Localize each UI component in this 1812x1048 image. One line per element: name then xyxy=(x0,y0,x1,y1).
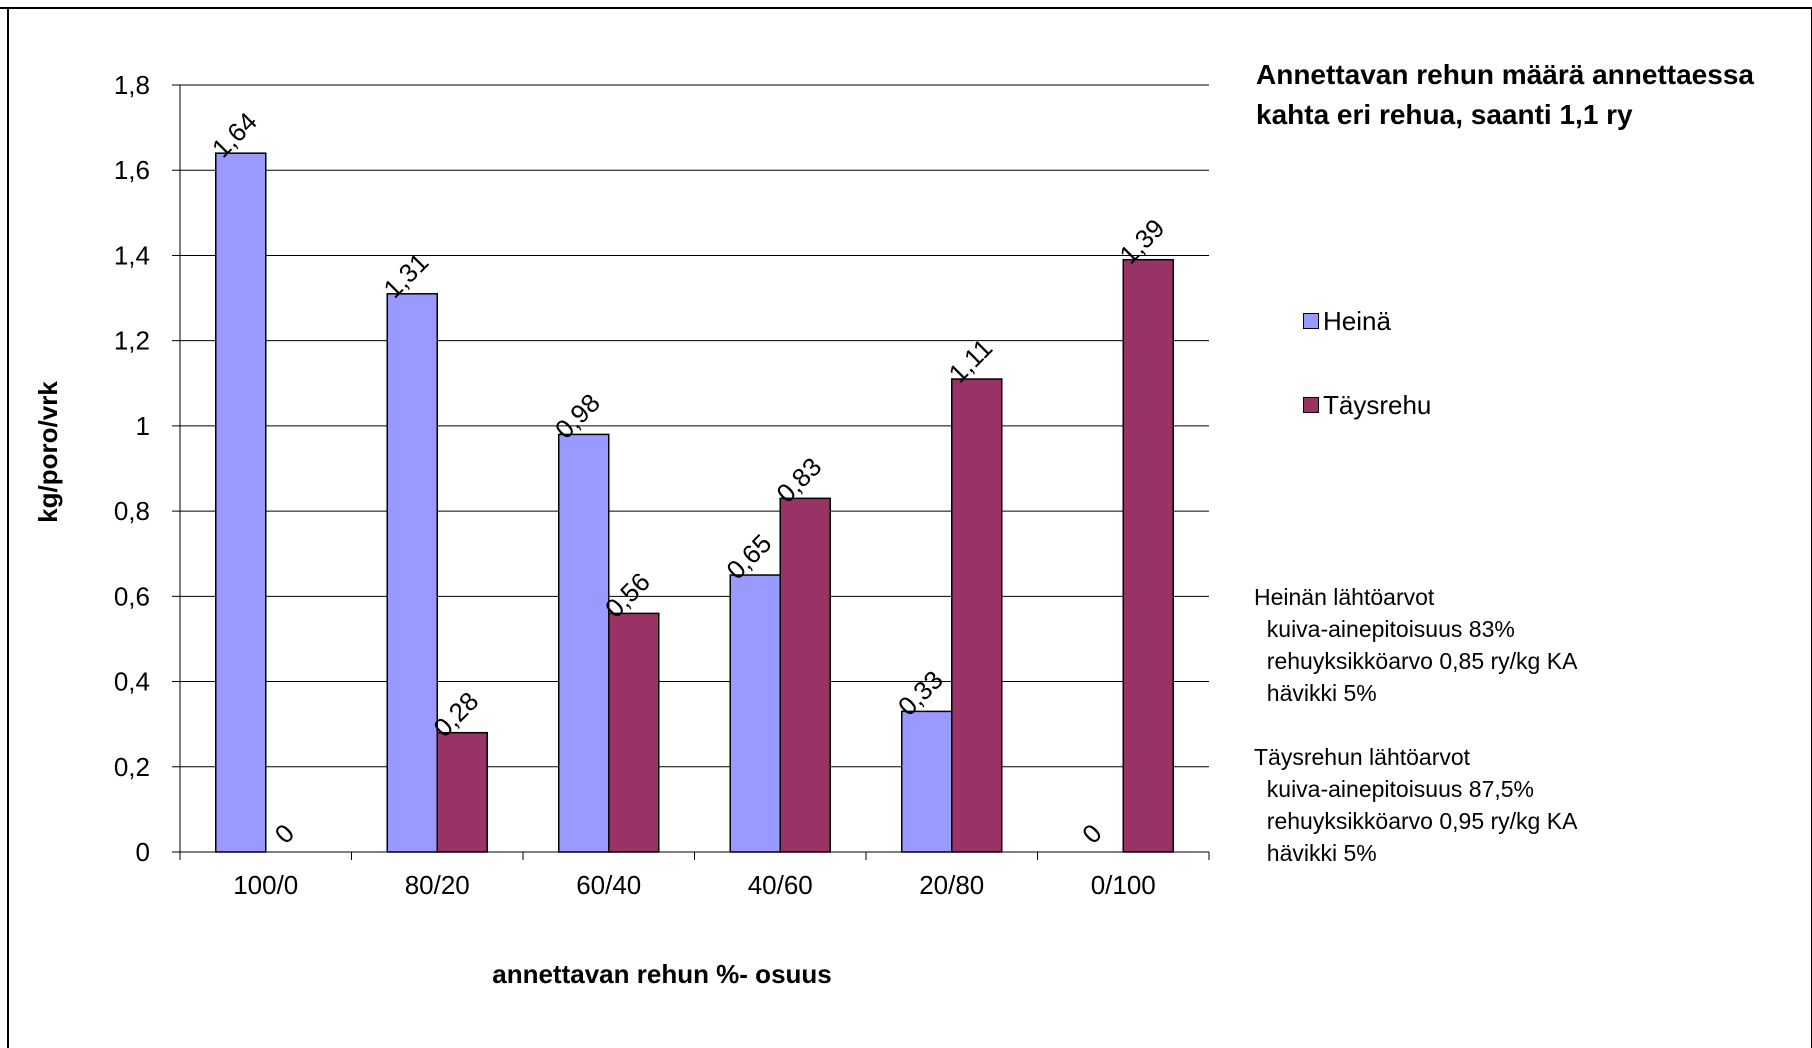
y-tick-label: 1 xyxy=(136,411,150,441)
annotation-line: Täysrehun lähtöarvot xyxy=(1254,744,1471,770)
legend-item-taysrehu: Täysrehu xyxy=(1303,390,1431,421)
bar-heina xyxy=(558,433,610,853)
x-tick-label: 40/60 xyxy=(748,870,813,900)
bar-heina xyxy=(901,710,953,853)
annotation-line: hävikki 5% xyxy=(1254,840,1377,866)
y-tick-label: 1,6 xyxy=(114,155,150,185)
bar-taysrehu xyxy=(779,497,831,853)
annotation-line: rehuyksikköarvo 0,85 ry/kg KA xyxy=(1254,648,1578,674)
annotation-line: Heinän lähtöarvot xyxy=(1254,584,1435,610)
bars xyxy=(215,152,1174,853)
bar-heina xyxy=(386,293,438,853)
x-tick-label: 80/20 xyxy=(405,870,470,900)
y-tick-label: 0,6 xyxy=(114,581,150,611)
x-tick-label: 100/0 xyxy=(233,870,298,900)
legend-swatch-taysrehu xyxy=(1303,397,1319,414)
legend-swatch-heina xyxy=(1303,313,1319,330)
legend-label-heina: Heinä xyxy=(1323,306,1391,336)
bar-taysrehu xyxy=(951,378,1003,853)
bar-taysrehu xyxy=(1122,258,1174,853)
x-tick-label: 60/40 xyxy=(576,870,641,900)
annotations: Heinän lähtöarvot kuiva-ainepitoisuus 83… xyxy=(1254,581,1774,869)
y-tick-label: 0,8 xyxy=(114,496,150,526)
annotation-line: kuiva-ainepitoisuus 83% xyxy=(1254,616,1515,642)
annotation-spacer xyxy=(1254,709,1774,741)
legend-label-taysrehu: Täysrehu xyxy=(1323,390,1432,420)
annotation-line: hävikki 5% xyxy=(1254,680,1377,706)
data-label: 0 xyxy=(269,818,300,849)
data-labels: 1,641,310,980,650,33000,280,560,831,111,… xyxy=(206,106,1170,849)
legend-item-heina: Heinä xyxy=(1303,306,1391,337)
annotation-line: kuiva-ainepitoisuus 87,5% xyxy=(1254,776,1534,802)
y-tick-label: 1,4 xyxy=(114,240,150,270)
annotation-line: rehuyksikköarvo 0,95 ry/kg KA xyxy=(1254,808,1578,834)
x-tick-label: 20/80 xyxy=(919,870,984,900)
bar-taysrehu xyxy=(608,612,660,853)
bar-heina xyxy=(215,152,267,853)
y-tick-label: 0,2 xyxy=(114,752,150,782)
data-label: 0 xyxy=(1076,818,1107,849)
bar-heina xyxy=(729,574,781,853)
y-tick-label: 1,2 xyxy=(114,326,150,356)
chart-border xyxy=(0,7,1812,1048)
chart-title: Annettavan rehun määrä annettaessa kahta… xyxy=(1256,59,1754,130)
x-axis-label: annettavan rehun %- osuus xyxy=(492,959,832,989)
axes: 0 0,2 0,4 0,6 0,8 1 1,2 1,4 1,6 1,8 100/0 80/20 60/4… xyxy=(114,70,1210,900)
y-axis-label: kg/poro/vrk xyxy=(33,381,63,523)
y-tick-label: 1,8 xyxy=(114,70,150,100)
y-tick-label: 0 xyxy=(136,837,150,867)
y-tick-label: 0,4 xyxy=(114,667,150,697)
gridlines xyxy=(180,84,1209,768)
bar-taysrehu xyxy=(436,731,488,853)
x-tick-label: 0/100 xyxy=(1091,870,1156,900)
